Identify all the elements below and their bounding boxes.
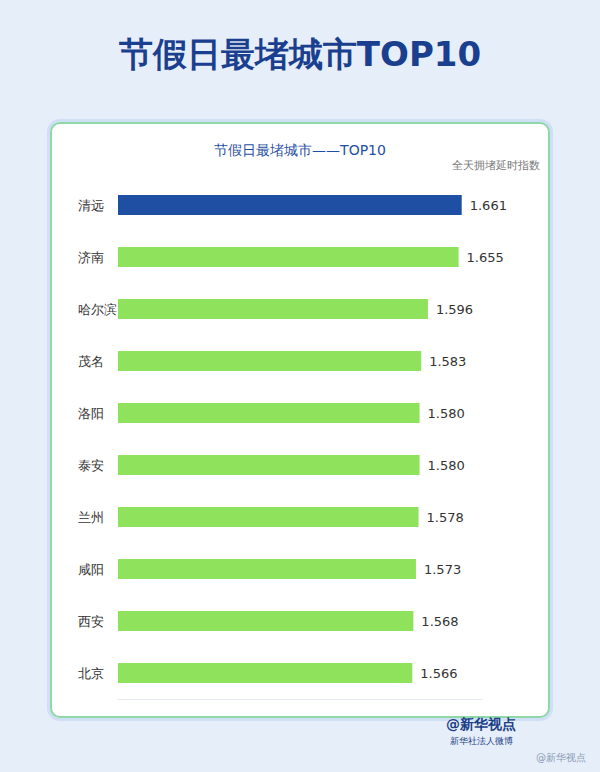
svg-text:茂名: 茂名 <box>78 354 104 369</box>
svg-text:@新华视点: @新华视点 <box>446 716 516 732</box>
svg-text:1.573: 1.573 <box>424 562 461 577</box>
svg-text:济南: 济南 <box>78 250 104 265</box>
svg-text:新华社法人微博: 新华社法人微博 <box>450 736 513 746</box>
svg-text:节假日最堵城市——TOP10: 节假日最堵城市——TOP10 <box>214 142 386 158</box>
svg-text:洛阳: 洛阳 <box>78 406 104 421</box>
svg-text:1.566: 1.566 <box>420 666 457 681</box>
svg-text:@新华视点: @新华视点 <box>536 752 586 763</box>
svg-text:咸阳: 咸阳 <box>78 562 104 577</box>
svg-text:1.596: 1.596 <box>436 302 473 317</box>
svg-text:1.578: 1.578 <box>427 510 464 525</box>
svg-text:泰安: 泰安 <box>78 458 104 473</box>
svg-text:1.655: 1.655 <box>467 250 504 265</box>
svg-text:北京: 北京 <box>78 666 104 681</box>
svg-text:兰州: 兰州 <box>78 510 104 525</box>
svg-text:西安: 西安 <box>78 614 104 629</box>
svg-text:1.580: 1.580 <box>428 458 465 473</box>
svg-text:1.568: 1.568 <box>421 614 458 629</box>
svg-text:1.583: 1.583 <box>429 354 466 369</box>
svg-text:清远: 清远 <box>78 198 104 213</box>
svg-text:1.661: 1.661 <box>470 198 507 213</box>
svg-text:全天拥堵延时指数: 全天拥堵延时指数 <box>452 159 540 172</box>
svg-text:1.580: 1.580 <box>428 406 465 421</box>
svg-text:哈尔滨: 哈尔滨 <box>78 302 117 317</box>
svg-text:节假日最堵城市TOP10: 节假日最堵城市TOP10 <box>118 34 481 74</box>
